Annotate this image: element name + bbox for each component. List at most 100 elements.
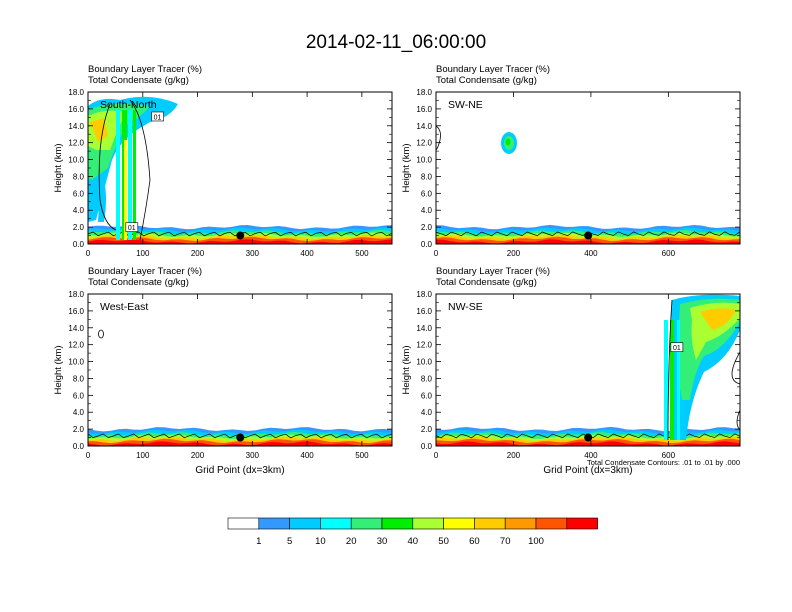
y-tick-label: 18.0 xyxy=(68,290,84,299)
y-tick-label: 6.0 xyxy=(421,391,433,400)
cloud-core xyxy=(700,308,736,330)
x-axis-title: Grid Point (dx=3km) xyxy=(195,465,284,476)
y-tick-label: 2.0 xyxy=(73,223,85,232)
x-tick-label: 0 xyxy=(434,249,439,258)
contour-label-box xyxy=(125,222,139,232)
colorbar-cell xyxy=(474,517,506,530)
updraft-tower xyxy=(128,110,132,240)
panel-header-line: Boundary Layer Tracer (%) xyxy=(436,64,550,75)
panel-header-line: Total Condensate (g/kg) xyxy=(88,75,189,86)
y-tick-label: 8.0 xyxy=(421,172,433,181)
x-tick-label: 400 xyxy=(584,451,598,460)
y-tick-label: 0.0 xyxy=(73,442,85,451)
y-tick-label: 16.0 xyxy=(416,307,432,316)
x-tick-label: 400 xyxy=(300,451,314,460)
y-axis-title: Height (km) xyxy=(401,143,412,192)
panel-header-line: Boundary Layer Tracer (%) xyxy=(436,266,550,277)
y-tick-label: 14.0 xyxy=(68,324,84,333)
y-tick-label: 18.0 xyxy=(416,88,432,97)
y-tick-label: 10.0 xyxy=(68,156,84,165)
y-axis-title: Height (km) xyxy=(401,345,412,394)
y-tick-label: 12.0 xyxy=(416,341,432,350)
plot-frame xyxy=(435,91,741,245)
x-tick-label: 0 xyxy=(86,249,91,258)
bl-tracer-band xyxy=(436,441,740,446)
colorbar-cell xyxy=(535,517,568,530)
location-marker xyxy=(584,231,593,240)
colorbar-label: 10 xyxy=(315,536,326,547)
colorbar-cell xyxy=(412,517,444,530)
colorbar-label: 40 xyxy=(408,536,419,547)
plot-frame xyxy=(87,293,393,447)
updraft-tower xyxy=(677,320,680,440)
condensate-contour xyxy=(98,329,104,339)
y-tick-label: 0.0 xyxy=(421,442,433,451)
panel-top-left: Boundary Layer Tracer (%)Total Condensat… xyxy=(53,64,393,258)
cloud-mass xyxy=(96,180,106,222)
panel-top-right: Boundary Layer Tracer (%)Total Condensat… xyxy=(401,64,741,258)
x-axis-title: Grid Point (dx=3km) xyxy=(543,465,632,476)
y-tick-label: 2.0 xyxy=(421,223,433,232)
x-tick-label: 0 xyxy=(434,451,439,460)
y-tick-label: 8.0 xyxy=(73,172,85,181)
colorbar-cell xyxy=(227,517,260,530)
y-tick-label: 4.0 xyxy=(421,206,433,215)
y-tick-label: 4.0 xyxy=(73,206,85,215)
y-tick-label: 8.0 xyxy=(73,374,85,383)
y-axis-title: Height (km) xyxy=(53,345,64,394)
colorbar-cell xyxy=(258,517,290,530)
y-tick-label: 12.0 xyxy=(68,139,84,148)
contour-label: 01 xyxy=(128,225,136,232)
bl-tracer-band xyxy=(436,239,740,244)
y-tick-label: 10.0 xyxy=(68,358,84,367)
colorbar-cell xyxy=(320,517,352,530)
panel-label: South-North xyxy=(100,99,157,111)
condensate-contour xyxy=(98,103,117,231)
plot-area xyxy=(436,294,740,446)
colorbar-cell xyxy=(381,517,414,530)
colorbar-label: 5 xyxy=(287,536,292,547)
condensate-contour xyxy=(731,351,740,385)
colorbar-label: 60 xyxy=(469,536,480,547)
bl-tracer-band xyxy=(88,441,392,446)
x-tick-label: 200 xyxy=(191,451,205,460)
updraft-tower xyxy=(133,110,136,240)
contour-label-box xyxy=(670,342,684,353)
plot-area xyxy=(436,125,740,244)
panel-label: West-East xyxy=(100,301,148,313)
colorbar-label: 50 xyxy=(438,536,449,547)
y-tick-label: 8.0 xyxy=(421,374,433,383)
colorbar-label: 100 xyxy=(528,536,544,547)
y-tick-label: 4.0 xyxy=(73,408,85,417)
colorbar-label: 30 xyxy=(377,536,388,547)
contour-label: 01 xyxy=(673,345,681,352)
contour-note: Total Condensate Contours: .01 to .01 by… xyxy=(587,458,740,467)
cloud-blob xyxy=(505,138,511,146)
panel-bottom-left: Boundary Layer Tracer (%)Total Condensat… xyxy=(53,266,393,476)
y-tick-label: 4.0 xyxy=(421,408,433,417)
x-tick-label: 400 xyxy=(300,249,314,258)
bl-tracer-band xyxy=(88,239,392,244)
x-tick-label: 100 xyxy=(136,451,150,460)
contour-label: 01 xyxy=(154,114,162,121)
colorbar-cell xyxy=(566,517,598,530)
y-tick-label: 2.0 xyxy=(73,425,85,434)
y-tick-label: 0.0 xyxy=(421,240,433,249)
colorbar-label: 1 xyxy=(256,536,261,547)
panel-header-line: Total Condensate (g/kg) xyxy=(436,277,537,288)
panel-label: NW-SE xyxy=(448,301,483,313)
x-tick-label: 400 xyxy=(584,249,598,258)
panel-header-line: Boundary Layer Tracer (%) xyxy=(88,64,202,75)
y-tick-label: 14.0 xyxy=(416,324,432,333)
x-tick-label: 600 xyxy=(662,451,676,460)
x-tick-label: 0 xyxy=(86,451,91,460)
colorbar-label: 70 xyxy=(500,536,511,547)
y-tick-label: 6.0 xyxy=(73,189,85,198)
y-tick-label: 14.0 xyxy=(416,122,432,131)
y-tick-label: 16.0 xyxy=(68,307,84,316)
condensate-contour xyxy=(667,299,673,441)
location-marker xyxy=(236,433,245,442)
colorbar: 1 5 10 20 30 40 50 60 70 100 xyxy=(227,517,598,547)
x-tick-label: 500 xyxy=(355,249,369,258)
